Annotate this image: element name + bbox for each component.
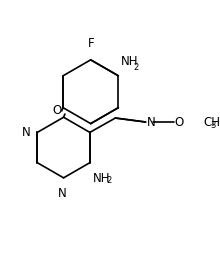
Text: NH: NH [121,55,138,68]
Text: F: F [87,37,94,50]
Text: O: O [53,103,62,116]
Text: NH: NH [93,172,110,185]
Text: CH: CH [203,115,220,128]
Text: 2: 2 [106,176,111,185]
Text: N: N [22,126,31,139]
Text: 3: 3 [211,121,216,130]
Text: N: N [58,187,66,200]
Text: N: N [147,115,156,128]
Text: 2: 2 [134,63,139,72]
Text: O: O [174,115,184,128]
